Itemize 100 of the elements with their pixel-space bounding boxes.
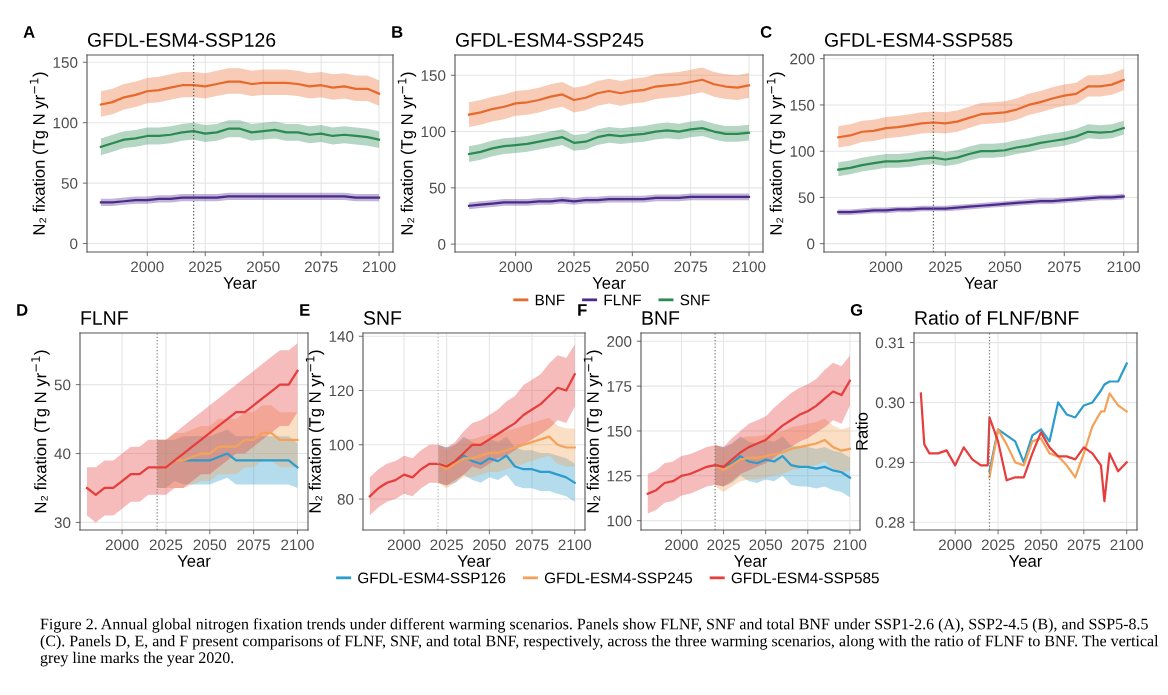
text: F [578,304,587,316]
line-series [99,127,381,148]
y-tick-label: 80 [337,493,354,505]
x-tick-label: 2050 [1024,539,1058,551]
x-tick-label: 2025 [149,539,183,551]
line-series [368,373,576,498]
chart-title: GFDL-ESM4-SSP126 [87,33,276,47]
y-axis-title: N₂ fixation (Tg N yr$^{−1}$) [583,350,603,513]
y-tick-label: 150 [421,70,446,81]
text: B [392,26,403,38]
x-tick-label: 2000 [105,539,139,551]
y-tick-label: 0.31 [875,337,905,349]
text: E [300,304,310,316]
y-tick-label: 50 [798,192,815,204]
y-axis-title: N₂ fixation (Tg N yr$^{−1}$) [766,72,786,235]
x-tick-label: 2075 [515,539,549,551]
x-tick-label: 2100 [281,539,314,551]
y-tick-label: 100 [53,117,78,129]
line-series [467,78,751,116]
text: D [17,304,28,316]
line-series [182,452,299,469]
line-series [988,392,1128,479]
x-axis-title: Year [734,555,768,567]
chart-title: GFDL-ESM4-SSP245 [455,33,644,47]
x-tick-label: 2025 [189,261,222,273]
legend-label: GFDL-ESM4-SSP245 [544,572,693,584]
x-tick-label: 2050 [193,539,227,551]
x-tick-label: 2075 [304,261,338,273]
x-tick-label: 2000 [665,539,698,551]
x-tick-label: 2000 [938,539,972,551]
line-series [988,362,1128,473]
y-tick-label: 150 [607,425,632,437]
y-tick-label: 100 [607,515,632,527]
y-tick-label: 100 [790,146,815,157]
x-tick-label: 2025 [557,261,591,273]
y-tick-label: 125 [607,470,632,482]
y-tick-label: 0 [807,238,815,250]
x-tick-label: 2075 [674,261,708,273]
chart-title: FLNF [81,311,128,325]
caption: Figure 2. Annual global nitrogen fixation trends under different warming scenarios. Panels show FLNF, SNF and total BNF under SSP1-2.6 (A), SSP2-4.5 (B), and SSP5-8.5 (C). Panels D, E, and F present comparisons of FLNF, SNF, and total BNF, respectively, across the three warming scenarios, along with the ratio of FLNF to BNF. The vertical grey line marks the year 2020. [40,618,1159,667]
x-axis-title: Year [177,555,211,567]
y-tick-label: 150 [790,99,815,111]
chart-title: BNF [642,311,680,325]
x-tick-label: 2075 [1048,261,1081,273]
legend-label: FLNF [604,294,641,306]
y-tick-label: 200 [607,336,632,347]
chart-title: GFDL-ESM4-SSP585 [824,33,1013,47]
text: C [760,26,772,38]
x-tick-label: 2050 [988,261,1022,273]
x-tick-label: 2050 [616,261,649,273]
y-axis-title: Ratio [855,412,868,450]
line-series [454,454,576,484]
chart-title: SNF [363,311,402,325]
x-tick-label: 2050 [246,261,280,273]
x-tick-label: 2100 [1107,261,1141,273]
x-tick-label: 2000 [869,261,903,273]
x-axis-title: Year [457,555,491,567]
x-tick-label: 2025 [929,261,962,273]
line-series [85,369,299,496]
y-axis-title: N₂ fixation (Tg N yr$^{−1}$) [397,72,417,235]
x-tick-label: 2000 [387,539,421,551]
y-tick-label: 30 [54,517,71,529]
y-tick-label: 100 [329,439,354,451]
x-tick-label: 2075 [1067,539,1101,551]
line-series [837,126,1125,171]
y-tick-label: 200 [790,53,815,65]
y-axis-title: N₂ fixation (Tg N yr$^{−1}$) [305,350,325,513]
x-tick-label: 2100 [362,261,396,273]
line-series [714,438,851,472]
x-tick-label: 2000 [131,261,164,273]
legend-label: GFDL-ESM4-SSP126 [358,572,506,584]
x-tick-label: 2100 [732,261,766,273]
y-axis-title: N₂ fixation (Tg N yr$^{−1}$) [31,350,50,513]
y-tick-label: 120 [329,385,354,397]
y-tick-label: 0.28 [875,517,905,528]
y-tick-label: 0 [70,238,78,250]
line-series [467,127,751,156]
x-axis-title: Year [223,277,257,289]
x-tick-label: 2000 [499,261,533,273]
y-tick-label: 50 [61,177,78,189]
x-tick-label: 2100 [1110,539,1144,551]
x-axis-title: Year [1009,555,1043,567]
x-axis-title: Year [964,277,998,289]
line-series [919,392,1128,503]
y-tick-label: 50 [54,379,71,391]
legend-label: GFDL-ESM4-SSP585 [731,572,879,584]
x-tick-label: 2050 [749,539,783,551]
x-tick-label: 2025 [430,539,464,551]
y-tick-label: 0.29 [875,457,905,469]
line-series [99,80,381,106]
chart-title: Ratio of FLNF/BNF [915,310,1079,325]
x-tick-label: 2025 [981,539,1015,551]
y-tick-label: 0.30 [875,397,905,409]
y-tick-label: 150 [53,57,78,68]
text: G [850,304,863,316]
y-tick-label: 100 [421,126,446,138]
y-tick-label: 0 [438,238,446,250]
x-tick-label: 2025 [707,539,740,551]
x-axis-title: Year [592,277,626,289]
legend-label: SNF [680,294,710,306]
